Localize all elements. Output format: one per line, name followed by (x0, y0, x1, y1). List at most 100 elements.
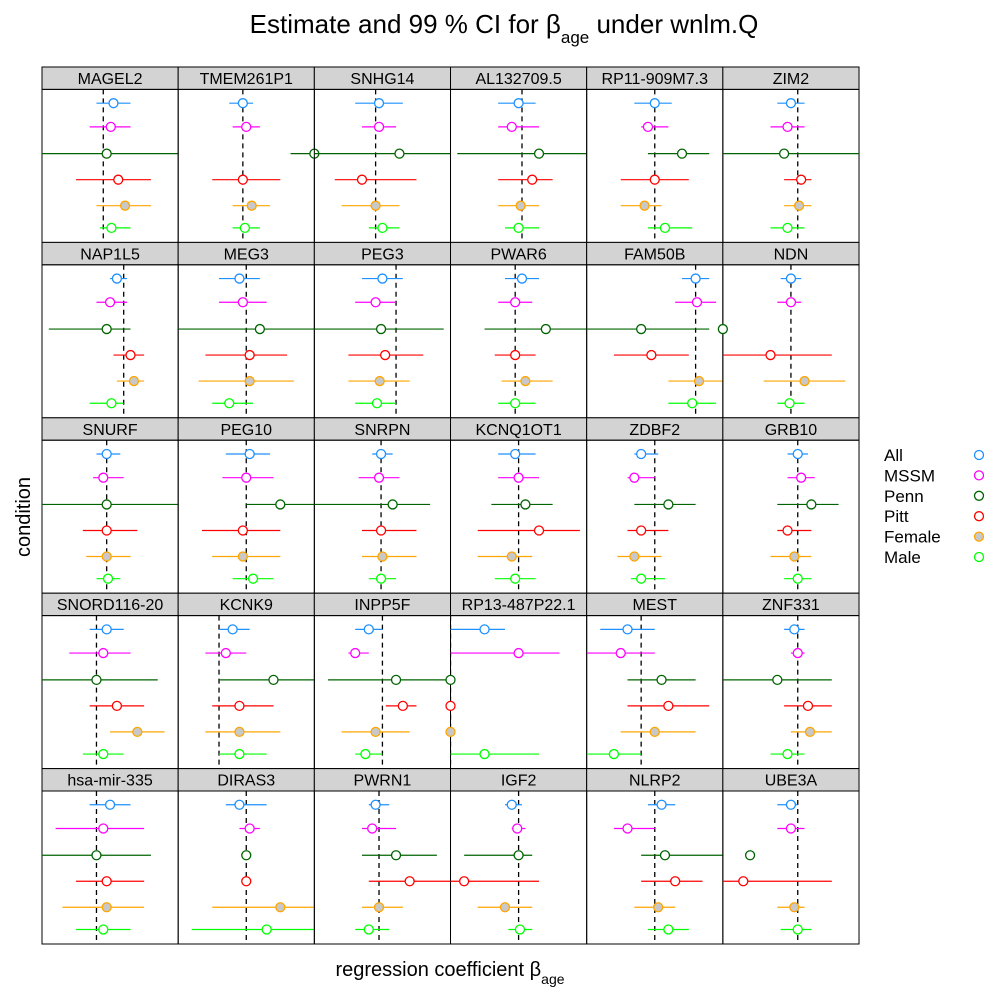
point-mssm (244, 823, 255, 834)
point-mssm (506, 121, 517, 133)
panel-marks (314, 89, 451, 243)
point-female (101, 551, 112, 562)
point-male (635, 573, 647, 584)
point-penn (101, 323, 112, 335)
point-all (649, 98, 660, 109)
point-male (247, 573, 259, 584)
point-male (375, 573, 387, 584)
point-pitt (802, 700, 814, 712)
panel-marks (327, 615, 451, 769)
legend-marker-penn (973, 490, 985, 501)
point-all (101, 624, 112, 635)
panel-marks (205, 615, 315, 769)
point-pitt (397, 700, 409, 712)
x-axis-label: regression coefficient βage (335, 959, 564, 987)
point-mssm (104, 297, 116, 308)
panel-strip-label: NAP1L5 (80, 246, 140, 263)
point-all (363, 624, 374, 635)
point-mssm (513, 647, 524, 659)
point-female (377, 551, 388, 562)
panel-plot-area (586, 615, 724, 770)
point-penn (275, 499, 286, 510)
panel-plot-area (41, 264, 179, 419)
panel-plot-area (722, 88, 860, 243)
panel-nlrp2: NLRP2 (586, 768, 724, 945)
point-penn (375, 323, 387, 335)
point-pitt (101, 525, 112, 536)
point-mssm (98, 647, 109, 659)
legend-marker-pitt (973, 511, 985, 522)
panel-marks (586, 264, 723, 418)
point-all (510, 448, 521, 460)
point-female (244, 375, 255, 387)
point-all (237, 98, 249, 109)
point-penn (635, 323, 647, 335)
point-penn (717, 323, 728, 335)
panel-snhg14: SNHG14 (313, 66, 452, 243)
point-pitt (533, 525, 545, 536)
point-female (515, 200, 526, 211)
point-all (111, 273, 123, 284)
point-all (506, 799, 517, 810)
point-pitt (663, 700, 674, 712)
point-pitt (782, 525, 793, 536)
point-male (479, 748, 490, 760)
panel-marks (477, 440, 580, 594)
point-female (804, 726, 816, 738)
point-female (275, 902, 286, 913)
panel-plot-area (450, 88, 588, 243)
panel-pwar6: PWAR6 (450, 241, 588, 419)
panel-plot-area (41, 615, 179, 770)
panel-al132709.5: AL132709.5 (450, 66, 588, 243)
point-pitt (111, 700, 123, 712)
point-mssm (622, 823, 633, 834)
point-penn (91, 674, 102, 686)
point-mssm (615, 647, 626, 659)
point-mssm (629, 472, 640, 483)
point-male (510, 398, 521, 409)
point-pitt (234, 700, 245, 712)
panel-strip-label: ZIM2 (773, 71, 810, 88)
point-mssm (350, 647, 361, 659)
panel-strip-label: AL132709.5 (475, 71, 561, 88)
panel-strip-label: ZDBF2 (629, 422, 680, 439)
point-penn (241, 850, 252, 861)
point-female (128, 375, 140, 387)
panel-pwrn1: PWRN1 (313, 768, 452, 945)
panel-marks (457, 89, 587, 243)
panel-strip-label: TMEM261P1 (200, 71, 293, 88)
legend-label-mssm: MSSM (884, 466, 935, 485)
panel-marks (42, 89, 179, 243)
point-female (132, 726, 143, 738)
legend-label-pitt: Pitt (884, 507, 909, 526)
panel-ndn: NDN (717, 241, 860, 419)
panel-peg10: PEG10 (177, 417, 315, 594)
point-penn (513, 850, 524, 861)
panel-fam50b: FAM50B (586, 241, 724, 419)
point-male (659, 222, 671, 234)
point-male (363, 924, 374, 935)
panel-magel2: MAGEL2 (41, 66, 179, 243)
panel-marks (42, 615, 165, 769)
panel-strip-label: GRB10 (765, 422, 818, 439)
point-pitt (670, 876, 681, 887)
point-mssm (241, 121, 252, 133)
point-penn (254, 323, 266, 335)
panel-strip-label: NDN (774, 246, 809, 263)
panel-plot-area (450, 615, 588, 770)
point-penn (387, 499, 398, 510)
panel-kcnq1ot1: KCNQ1OT1 (450, 417, 588, 594)
point-pitt (241, 876, 252, 887)
point-all (108, 98, 119, 109)
x-axis-label-sub: age (541, 971, 565, 987)
point-male (782, 748, 793, 760)
panel-strip-label: MAGEL2 (78, 71, 143, 88)
panel-plot-area (41, 88, 179, 243)
panel-marks (42, 440, 179, 594)
point-all (373, 98, 385, 109)
panel-mest: MEST (586, 592, 724, 770)
point-female (237, 551, 249, 562)
point-mssm (785, 823, 797, 834)
panel-marks (314, 264, 444, 418)
point-male (360, 748, 371, 760)
